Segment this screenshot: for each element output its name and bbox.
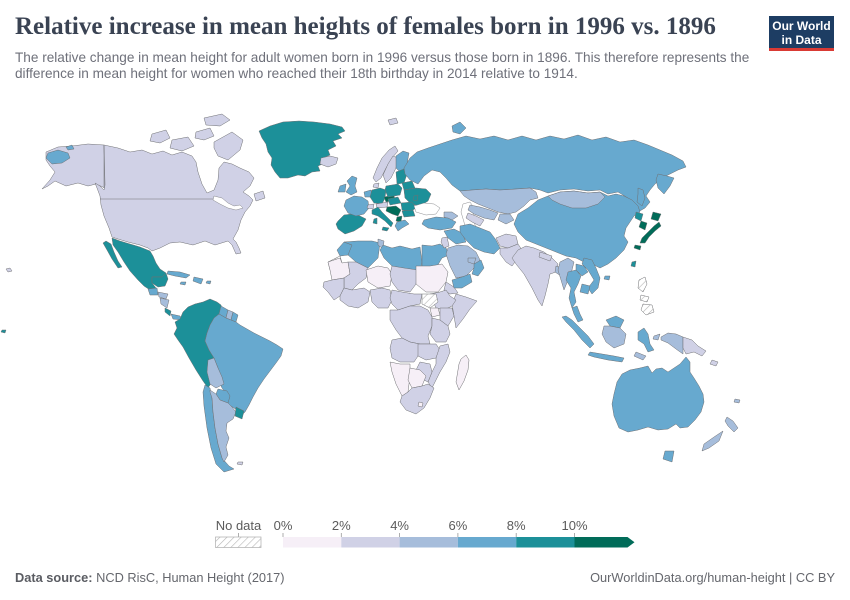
- svg-text:8%: 8%: [507, 518, 526, 533]
- svg-text:10%: 10%: [561, 518, 587, 533]
- svg-text:0%: 0%: [274, 518, 293, 533]
- svg-text:4%: 4%: [390, 518, 409, 533]
- svg-text:No data: No data: [216, 518, 262, 533]
- svg-text:2%: 2%: [332, 518, 351, 533]
- svg-text:6%: 6%: [449, 518, 468, 533]
